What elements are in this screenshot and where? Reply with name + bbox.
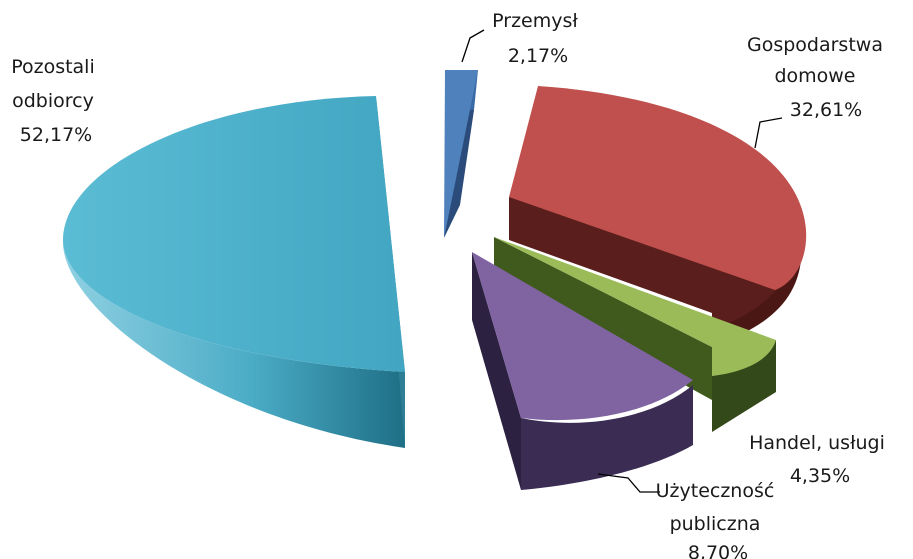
slice-label-gospodarstwa-domowe: Gospodarstwa domowe 32,61% (747, 34, 889, 121)
slice-top-handel-uslugi (494, 237, 776, 376)
slice-label-handel-uslugi: Handel, usługi 4,35% (749, 432, 891, 487)
slice-handel-uslugi (494, 237, 776, 432)
slice-pozostali-odbiorcy (62, 96, 406, 448)
slice-side-pozostali-odbiorcy-0 (62, 240, 406, 448)
slice-gospodarstwa-domowe (509, 86, 807, 346)
slice-label-uzytecznosc-publiczna: Użyteczność publiczna 8,70% (656, 480, 781, 559)
slices-layer (62, 70, 807, 490)
slice-side-przemysl-1 (444, 110, 474, 238)
slice-label-pozostali-odbiorcy: Pozostali odbiorcy 52,17% (11, 56, 101, 146)
slice-przemysl (444, 70, 478, 238)
slice-label-przemysl: Przemysł 2,17% (492, 10, 584, 67)
slice-side-uzytecznosc-publiczna-1 (472, 252, 521, 490)
slice-uzytecznosc-publiczna (472, 252, 693, 490)
slice-top-uzytecznosc-publiczna (472, 252, 693, 421)
slice-top-gospodarstwa-domowe (509, 86, 807, 290)
leader-line-przemysl (461, 29, 485, 63)
leader-line-uzytecznosc (597, 473, 660, 493)
slice-top-przemysl (444, 70, 478, 238)
slice-side-handel-uslugi-0 (494, 237, 712, 400)
leader-line-gospodarstwa (754, 117, 783, 149)
slice-side-gospodarstwa-domowe-0 (509, 197, 795, 346)
slice-side-uzytecznosc-publiczna-0 (521, 385, 693, 490)
slice-top-pozostali-odbiorcy (63, 96, 405, 372)
